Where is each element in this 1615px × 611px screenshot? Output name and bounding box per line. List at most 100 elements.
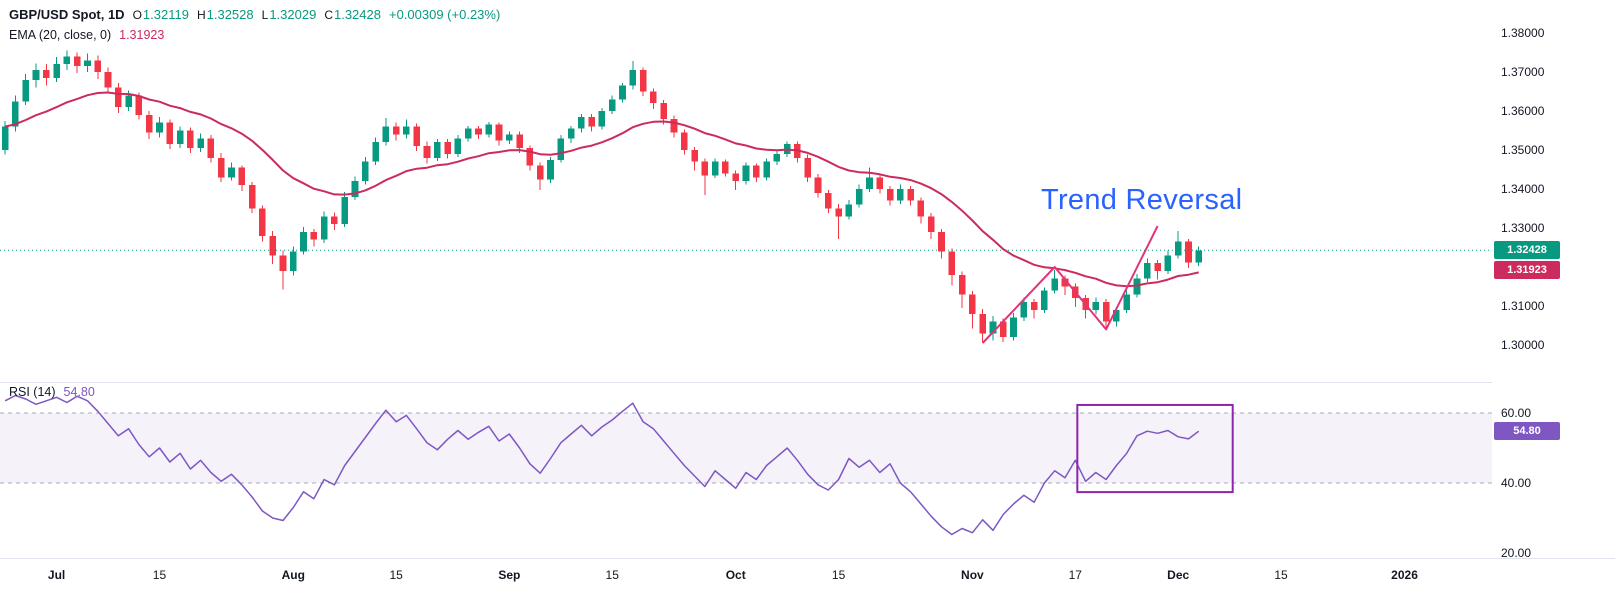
candle-body: [567, 128, 575, 139]
candle-body: [1061, 278, 1069, 287]
rsi-axis-label: 40.00: [1501, 476, 1532, 490]
time-axis-label: Sep: [498, 568, 521, 582]
time-axis-label: 2026: [1391, 568, 1418, 582]
price-axis-label: 1.35000: [1501, 143, 1545, 157]
time-axis-label: 15: [1274, 568, 1288, 582]
candle-body: [248, 185, 256, 209]
candle-body: [475, 128, 482, 135]
candle-body: [1154, 263, 1161, 271]
candle-body: [187, 130, 194, 149]
candle-body: [907, 189, 914, 201]
rsi-legend[interactable]: RSI (14) 54.80: [9, 385, 95, 399]
candle-body: [423, 146, 431, 158]
candle-body: [670, 118, 678, 133]
candle-body: [403, 126, 410, 135]
time-axis[interactable]: Jul 15 Aug 15 Sep 15 Oct 15 Nov 17 Dec 15 2026: [0, 559, 1615, 611]
price-axis-label: 1.33000: [1501, 221, 1545, 235]
candle-body: [1092, 302, 1100, 310]
candle-body: [454, 138, 462, 154]
time-axis-label: Dec: [1167, 568, 1190, 582]
candle-body: [1164, 255, 1172, 271]
candle-body: [166, 122, 174, 145]
rsi-axis-label: 20.00: [1501, 546, 1532, 560]
candle-body: [115, 87, 122, 108]
candle-body: [444, 142, 451, 154]
candle-body: [63, 56, 71, 65]
candle-body: [259, 208, 266, 236]
candle-body: [73, 56, 81, 67]
trendline-drawing[interactable]: [981, 225, 1159, 344]
ema-legend[interactable]: EMA (20, close, 0) 1.31923: [9, 28, 164, 42]
price-axis-label: 1.31000: [1501, 299, 1545, 313]
trend-reversal-annotation[interactable]: Trend Reversal: [1041, 184, 1243, 216]
rsi-value: 54.80: [63, 385, 95, 399]
rsi-box-drawing[interactable]: [1076, 403, 1234, 494]
candle-body: [506, 134, 513, 141]
ema-value: 1.31923: [119, 28, 165, 42]
change-value: +0.00309 (+0.23%): [388, 7, 501, 22]
candle-body: [763, 161, 770, 178]
close-value: C1.32428: [324, 7, 381, 22]
candle-body: [413, 126, 421, 147]
price-axis-label: 1.38000: [1501, 26, 1545, 40]
candle-body: [207, 138, 215, 158]
candle-body: [711, 161, 719, 176]
candle-body: [125, 95, 132, 108]
candle-body: [53, 64, 60, 78]
price-axis-label: 1.36000: [1501, 104, 1545, 118]
candle-body: [927, 216, 935, 232]
candle-body: [145, 114, 153, 133]
candle-body: [1113, 309, 1120, 322]
last-price-badge: 1.32428: [1494, 241, 1560, 260]
candle-body: [310, 231, 318, 240]
candle-body: [279, 255, 287, 271]
rsi-value-badge: 54.80: [1494, 422, 1560, 441]
candle-body: [1102, 302, 1110, 322]
candle-body: [814, 177, 822, 193]
candle-body: [22, 79, 30, 102]
candle-body: [979, 313, 986, 334]
candle-body: [1143, 263, 1151, 279]
open-value: O1.32119: [132, 7, 189, 22]
price-axis-label: 1.34000: [1501, 182, 1545, 196]
candle-body: [773, 153, 781, 162]
symbol-title[interactable]: GBP/USD Spot, 1D: [9, 7, 125, 22]
candle-body: [238, 167, 246, 186]
candle-body: [516, 134, 523, 149]
rsi-band: [0, 413, 1492, 483]
time-axis-label: Nov: [961, 568, 984, 582]
low-value: L1.32029: [261, 7, 317, 22]
candle-body: [382, 126, 390, 143]
candle-body: [835, 208, 842, 217]
candle-body: [1123, 294, 1131, 310]
candle-body: [969, 294, 976, 314]
candle-body: [485, 124, 493, 135]
price-axis[interactable]: 1.38000 1.37000 1.36000 1.35000 1.34000 1.330…: [1492, 0, 1615, 560]
candle-body: [557, 138, 565, 160]
candle-body: [434, 142, 441, 158]
candle-body: [217, 157, 225, 178]
candle-body: [619, 85, 626, 100]
candle-body: [629, 70, 637, 86]
candle-body: [1010, 317, 1017, 338]
pane-separator[interactable]: [0, 382, 1615, 383]
candle-body: [608, 99, 616, 111]
candle-body: [361, 161, 369, 182]
candle-body: [32, 70, 40, 80]
price-axis-label: 1.30000: [1501, 338, 1545, 352]
candle-body: [701, 161, 709, 176]
candle-body: [495, 124, 503, 141]
rsi-axis-label: 60.00: [1501, 406, 1532, 420]
symbol-legend[interactable]: GBP/USD Spot, 1D O1.32119 H1.32528 L1.32…: [9, 7, 500, 22]
candle-body: [104, 72, 112, 88]
candle-body: [742, 165, 750, 182]
time-axis-label: 17: [1068, 568, 1082, 582]
time-axis-label: Oct: [725, 568, 746, 582]
candle-body: [948, 251, 956, 275]
rsi-label: RSI (14): [9, 385, 56, 399]
candle-body: [876, 177, 884, 189]
time-axis-label: 15: [152, 568, 167, 582]
candle-body: [331, 216, 338, 225]
